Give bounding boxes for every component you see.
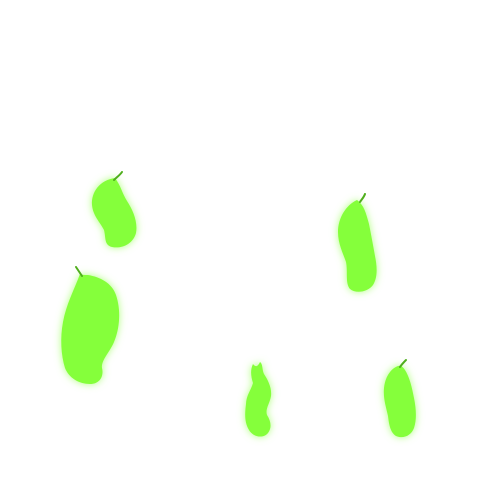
green-blob-2 [61,266,120,384]
green-blob-3 [338,193,377,292]
green-blob-5 [383,359,416,438]
green-blob-4 [245,362,272,437]
green-blob-1 [91,171,137,248]
